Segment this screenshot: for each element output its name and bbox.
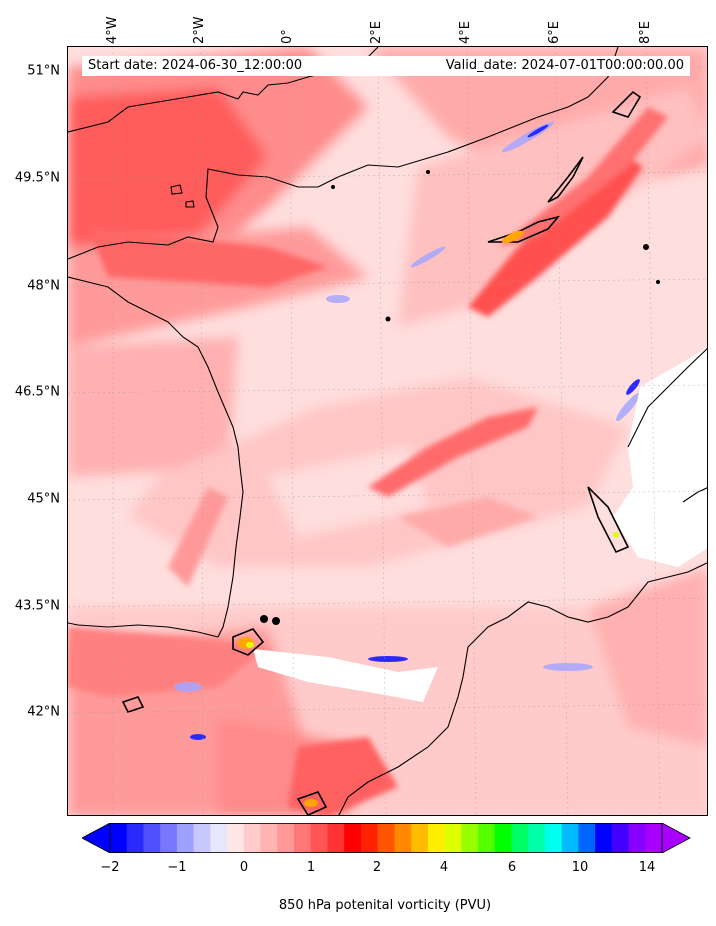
colorbar-tick-label: 1 bbox=[306, 860, 316, 875]
lon-label-2w: 2°W bbox=[192, 16, 207, 44]
colorbar-cell bbox=[294, 823, 312, 853]
lat-label-45: 45°N bbox=[27, 491, 60, 507]
colorbar-over-arrow bbox=[661, 823, 691, 853]
colorbar-tick-label: 2 bbox=[372, 860, 382, 875]
colorbar-cell bbox=[126, 823, 144, 853]
colorbar-cell bbox=[260, 823, 278, 853]
colorbar-cell bbox=[344, 823, 362, 853]
colorbar-cell bbox=[110, 823, 128, 853]
lat-label-51: 51°N bbox=[27, 63, 60, 79]
lon-label-4w: 4°W bbox=[105, 16, 120, 44]
colorbar-cell bbox=[310, 823, 328, 853]
colorbar-under-arrow bbox=[82, 823, 111, 853]
colorbar bbox=[82, 823, 691, 853]
colorbar-cell bbox=[277, 823, 295, 853]
colorbar-cell bbox=[645, 823, 663, 853]
colorbar-cell bbox=[160, 823, 178, 853]
vorticity-field bbox=[68, 47, 707, 815]
lon-label-4e: 4°E bbox=[458, 21, 473, 44]
colorbar-cell bbox=[360, 823, 379, 853]
colorbar-cell bbox=[411, 823, 429, 853]
colorbar-tick-label: 10 bbox=[571, 860, 589, 875]
colorbar-tick-label: −1 bbox=[167, 860, 187, 875]
colorbar-cell bbox=[578, 823, 596, 853]
valid-date-text: Valid_date: 2024-07-01T00:00:00.00 bbox=[445, 58, 684, 73]
colorbar-cell bbox=[611, 823, 630, 853]
map-panel bbox=[67, 46, 708, 816]
date-info-box: Start date: 2024-06-30_12:00:00 Valid_da… bbox=[82, 56, 690, 76]
colorbar-tick-label: 4 bbox=[439, 860, 449, 875]
lon-label-2e: 2°E bbox=[369, 21, 384, 44]
colorbar-cell bbox=[327, 823, 345, 853]
lat-label-46-5: 46.5°N bbox=[14, 384, 60, 400]
colorbar-cell bbox=[595, 823, 613, 853]
colorbar-label: 850 hPa potenital vorticity (PVU) bbox=[278, 898, 492, 913]
colorbar-cell bbox=[377, 823, 395, 853]
lat-label-48: 48°N bbox=[27, 278, 60, 294]
colorbar-cell bbox=[628, 823, 646, 853]
colorbar-cell bbox=[494, 823, 512, 853]
colorbar-cell bbox=[511, 823, 529, 853]
colorbar-cell bbox=[193, 823, 211, 853]
colorbar-cell bbox=[561, 823, 579, 853]
colorbar-cell bbox=[243, 823, 262, 853]
lat-label-43-5: 43.5°N bbox=[14, 598, 60, 614]
lat-label-49-5: 49.5°N bbox=[14, 170, 60, 186]
colorbar-tick-label: −2 bbox=[100, 860, 120, 875]
start-date-text: Start date: 2024-06-30_12:00:00 bbox=[88, 58, 303, 73]
colorbar-cell bbox=[176, 823, 195, 853]
lon-label-0: 0° bbox=[280, 29, 295, 44]
colorbar-cell bbox=[478, 823, 496, 853]
colorbar-cell bbox=[544, 823, 563, 853]
colorbar-cell bbox=[461, 823, 479, 853]
colorbar-tick-label: 0 bbox=[239, 860, 249, 875]
colorbar-tick-label: 14 bbox=[638, 860, 656, 875]
colorbar-cell bbox=[528, 823, 546, 853]
lat-label-42: 42°N bbox=[27, 704, 60, 720]
colorbar-tick-label: 6 bbox=[507, 860, 517, 875]
colorbar-cell bbox=[143, 823, 161, 853]
lon-label-6e: 6°E bbox=[547, 21, 562, 44]
colorbar-cell bbox=[427, 823, 446, 853]
colorbar-cell bbox=[227, 823, 245, 853]
colorbar-cell bbox=[394, 823, 412, 853]
colorbar-cell bbox=[444, 823, 462, 853]
lon-label-8e: 8°E bbox=[638, 21, 653, 44]
colorbar-cell bbox=[210, 823, 228, 853]
